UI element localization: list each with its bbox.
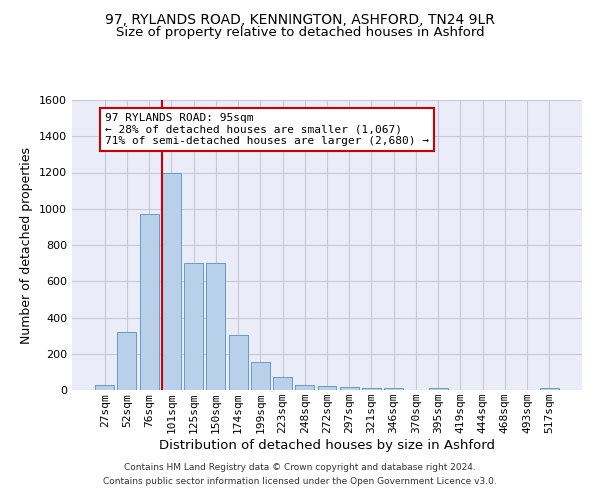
Text: Contains HM Land Registry data © Crown copyright and database right 2024.: Contains HM Land Registry data © Crown c… [124, 464, 476, 472]
Bar [206, 263, 225, 390]
X-axis label: Distribution of detached houses by size in Ashford: Distribution of detached houses by size … [159, 439, 495, 452]
Bar [118, 332, 136, 390]
Bar [140, 214, 158, 390]
Bar [273, 378, 292, 390]
Bar [540, 388, 559, 390]
Bar [95, 384, 114, 390]
Bar [340, 388, 359, 390]
Text: Contains public sector information licensed under the Open Government Licence v3: Contains public sector information licen… [103, 477, 497, 486]
Bar [429, 388, 448, 390]
Text: 97, RYLANDS ROAD, KENNINGTON, ASHFORD, TN24 9LR: 97, RYLANDS ROAD, KENNINGTON, ASHFORD, T… [105, 12, 495, 26]
Bar [229, 334, 248, 390]
Bar [317, 386, 337, 390]
Bar [162, 172, 181, 390]
Y-axis label: Number of detached properties: Number of detached properties [20, 146, 34, 344]
Bar [251, 362, 270, 390]
Bar [295, 384, 314, 390]
Text: 97 RYLANDS ROAD: 95sqm
← 28% of detached houses are smaller (1,067)
71% of semi-: 97 RYLANDS ROAD: 95sqm ← 28% of detached… [105, 112, 429, 146]
Bar [362, 388, 381, 390]
Bar [384, 388, 403, 390]
Text: Size of property relative to detached houses in Ashford: Size of property relative to detached ho… [116, 26, 484, 39]
Bar [184, 263, 203, 390]
